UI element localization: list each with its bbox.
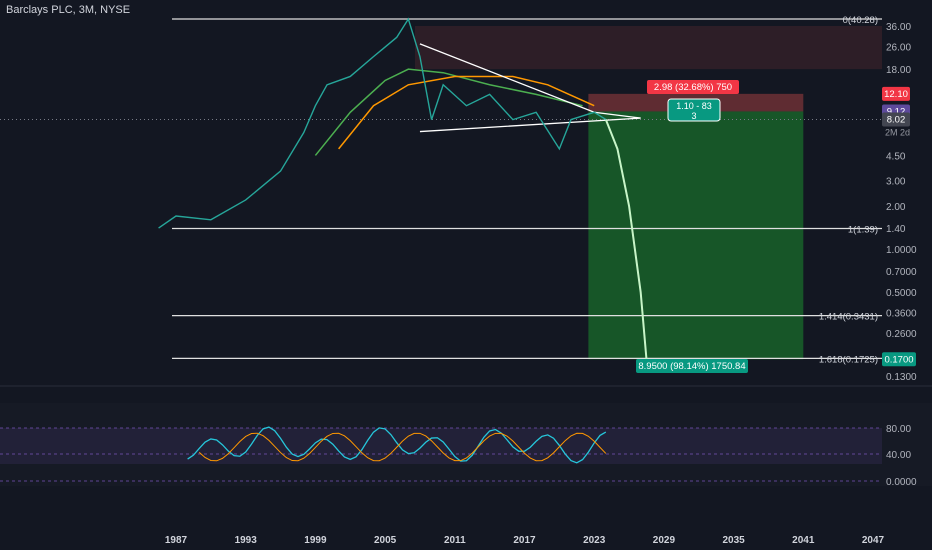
rsi-tick-label: 0.0000 <box>886 477 917 488</box>
x-tick-label: 2029 <box>653 535 676 546</box>
stop-loss-label: 2.98 (32.68%) 750 <box>654 82 732 93</box>
x-tick-label: 2047 <box>862 535 885 546</box>
x-tick-label: 1987 <box>165 535 188 546</box>
x-tick-label: 2005 <box>374 535 397 546</box>
y-tick-label: 0.5000 <box>886 288 917 299</box>
y-tick-label: 36.00 <box>886 22 911 33</box>
y-tick-label: 18.00 <box>886 65 911 76</box>
price-tag-stop: 12.10 <box>884 89 908 100</box>
x-tick-label: 2017 <box>513 535 536 546</box>
x-tick-label: 2035 <box>722 535 745 546</box>
take-profit-zone <box>588 111 804 360</box>
price-tag-stop-box <box>882 86 910 101</box>
rsi-pane <box>0 403 932 486</box>
bar-time-label: 2M 2d <box>885 127 910 137</box>
stop-loss-label-box <box>647 80 739 94</box>
moving-average-orange <box>338 75 595 150</box>
fib-level-label: 0(40.28) <box>843 15 878 26</box>
rsi-signal-line <box>198 432 607 462</box>
chart-title: Barclays PLC, 3M, NYSE <box>6 4 131 16</box>
y-tick-label: 3.00 <box>886 177 906 188</box>
y-tick-label: 0.3600 <box>886 309 917 320</box>
rsi-tick-label: 80.00 <box>886 424 911 435</box>
x-tick-label: 2023 <box>583 535 606 546</box>
resistance-zone <box>415 26 882 70</box>
fib-level-label: 1(1.39) <box>848 225 878 236</box>
price-tag-current-box <box>882 112 910 127</box>
x-tick-label: 1993 <box>235 535 258 546</box>
fib-level-label: 1.618(0.1725) <box>819 354 878 365</box>
price-tag-target: 0.1700 <box>884 354 913 365</box>
rsi-tick-label: 40.00 <box>886 450 911 461</box>
projected-decline-line <box>604 119 648 360</box>
y-tick-label: 1.0000 <box>886 245 917 256</box>
risk-ratio-line2: 3 <box>691 111 696 121</box>
rsi-band <box>0 428 882 464</box>
x-tick-label: 2011 <box>444 535 466 546</box>
y-tick-label: 0.7000 <box>886 267 917 278</box>
take-profit-label: 8.9500 (98.14%) 1750.84 <box>638 361 745 372</box>
y-tick-label: 0.2600 <box>886 329 917 340</box>
risk-ratio-line1: 1.10 - 83 <box>676 101 712 111</box>
y-tick-label: 26.00 <box>886 42 911 53</box>
fib-level-label: 1.414(0.3431) <box>819 312 878 323</box>
y-tick-label: 4.50 <box>886 151 906 162</box>
price-tag-target-box <box>882 352 916 367</box>
moving-average-green <box>314 68 583 156</box>
x-tick-label: 1999 <box>304 535 327 546</box>
risk-ratio-box <box>667 98 721 122</box>
y-tick-label: 1.40 <box>886 224 906 235</box>
triangle-pattern <box>419 43 641 133</box>
price-tag-current: 8.02 <box>887 114 906 125</box>
y-tick-label: 0.1300 <box>886 372 917 383</box>
y-tick-label: 2.00 <box>886 202 906 213</box>
take-profit-label-box <box>636 359 748 373</box>
rsi-line <box>187 426 607 464</box>
price-series-line <box>158 17 648 360</box>
x-tick-label: 2041 <box>792 535 815 546</box>
price-tag-entry: 9.12 <box>887 106 906 117</box>
